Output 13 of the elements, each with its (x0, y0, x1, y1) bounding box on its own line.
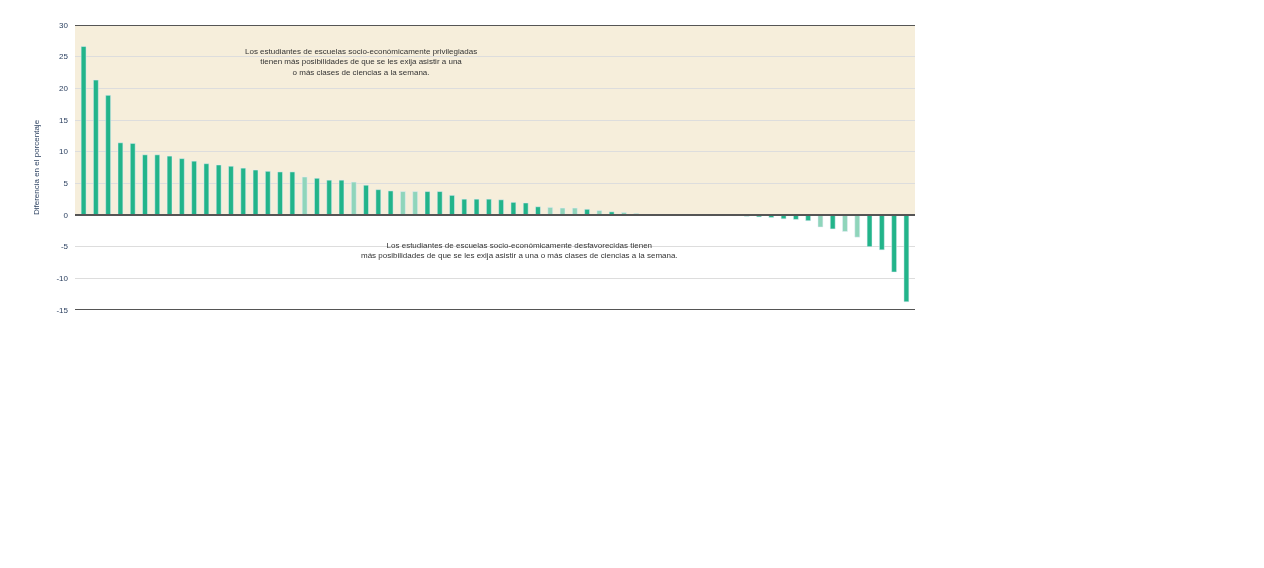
y-tick-label: 30 (59, 20, 69, 30)
y-tick-label: 20 (59, 84, 69, 94)
annotation: Los estudiantes de escuelas socio-económicamente privilegiadas tienen más posibilidades de que se les exija asistir a una o más clases de ciencias a la semana. (245, 47, 478, 77)
y-tick-label: 5 (63, 179, 69, 189)
y-tick-label: -10 (56, 274, 69, 284)
y-tick-label: 0 (63, 210, 69, 220)
y-tick-label: -15 (56, 305, 69, 315)
y-tick-label: 10 (59, 147, 69, 157)
y-tick-label: 15 (59, 115, 69, 125)
y-tick-label: -5 (60, 242, 69, 252)
annotation: Los estudiantes de escuelas socio-económicamente desfavorecidas tienen más posibilidades de que se les exija asistir a una o más clases de ciencias a la semana. (361, 241, 678, 261)
y-axis-title: Diferencia en el porcentaje (32, 119, 42, 216)
y-tick-label: 25 (59, 52, 69, 62)
